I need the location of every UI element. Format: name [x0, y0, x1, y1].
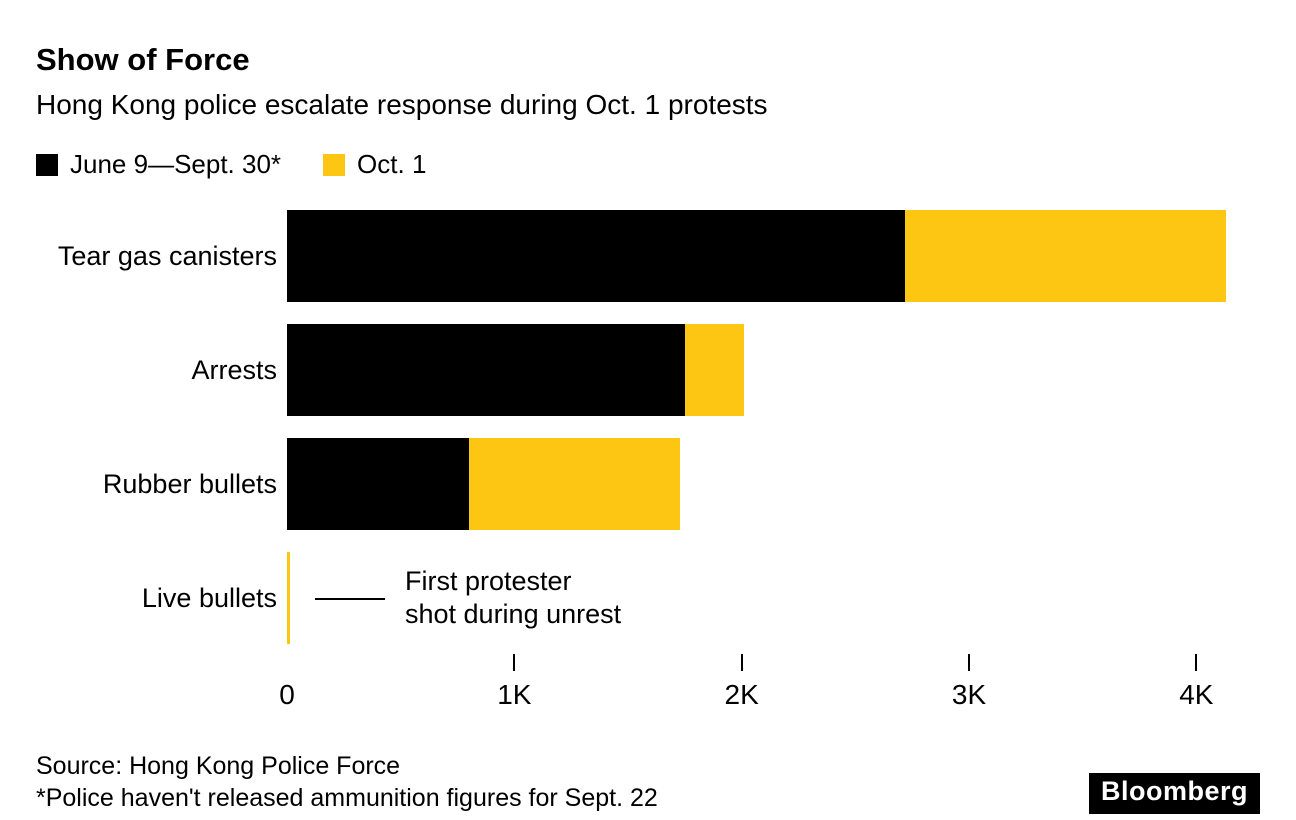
- axis-tick-mark: [740, 654, 743, 672]
- bar-segment: [468, 438, 681, 531]
- legend-label: June 9—Sept. 30*: [70, 149, 282, 180]
- chart-title: Show of Force: [36, 42, 250, 77]
- annotation-text: First protester shot during unrest: [405, 565, 621, 631]
- chart-row: Tear gas canisters: [36, 210, 1260, 303]
- axis-tick-mark: [1195, 654, 1198, 672]
- x-axis: 0 1K 2K 3K 4K: [279, 654, 1260, 720]
- bar-area: [287, 210, 1260, 303]
- source-text: Source: Hong Kong Police Force: [36, 752, 401, 781]
- axis-tick-mark: [513, 654, 516, 672]
- legend: June 9—Sept. 30* Oct. 1: [36, 149, 1260, 180]
- bar-area: [287, 438, 1260, 531]
- legend-label: Oct. 1: [357, 149, 427, 180]
- bar-segment: [287, 210, 906, 303]
- axis-tick-label: 3K: [951, 679, 987, 711]
- bar-chart: Tear gas canisters Arrests Rubber bullets L…: [36, 210, 1260, 645]
- chart-footer: Source: Hong Kong Police Force *Police h…: [36, 750, 1260, 815]
- annotation-line: [315, 598, 385, 601]
- bar-segment: [287, 324, 685, 417]
- legend-item: Oct. 1: [323, 149, 426, 180]
- chart-row: Arrests: [36, 324, 1260, 417]
- legend-item: June 9—Sept. 30*: [36, 149, 281, 180]
- axis-tick-label: 0: [279, 679, 295, 711]
- footnote-text: *Police haven't released ammunition figu…: [36, 784, 658, 813]
- category-label: Arrests: [191, 354, 277, 385]
- chart-row: Rubber bullets: [36, 438, 1260, 531]
- bar-segment: [905, 210, 1226, 303]
- axis-tick-label: 2K: [724, 679, 759, 711]
- legend-swatch: [36, 153, 58, 176]
- chart-row: Live bullets First protester shot during u…: [36, 552, 1260, 645]
- axis-tick-mark: [968, 654, 970, 672]
- annotation-text-line: shot during unrest: [405, 599, 622, 630]
- axis-tick-label: 1K: [497, 679, 532, 711]
- annotation-text-line: First protester: [405, 566, 572, 597]
- legend-swatch: [323, 153, 346, 176]
- axis-tick-label: 4K: [1179, 679, 1214, 711]
- bar-segment: [287, 552, 290, 645]
- category-label: Live bullets: [141, 582, 277, 613]
- category-label: Tear gas canisters: [57, 240, 277, 271]
- bar-segment: [684, 324, 744, 417]
- bar-area: [287, 324, 1260, 417]
- source-block: Source: Hong Kong Police Force *Police h…: [36, 750, 658, 814]
- category-label: Rubber bullets: [102, 468, 277, 499]
- bar-segment: [287, 438, 469, 531]
- bloomberg-logo: Bloomberg: [1088, 773, 1260, 815]
- bar-area: First protester shot during unrest: [287, 552, 1260, 645]
- chart-subtitle: Hong Kong police escalate response durin…: [36, 88, 768, 120]
